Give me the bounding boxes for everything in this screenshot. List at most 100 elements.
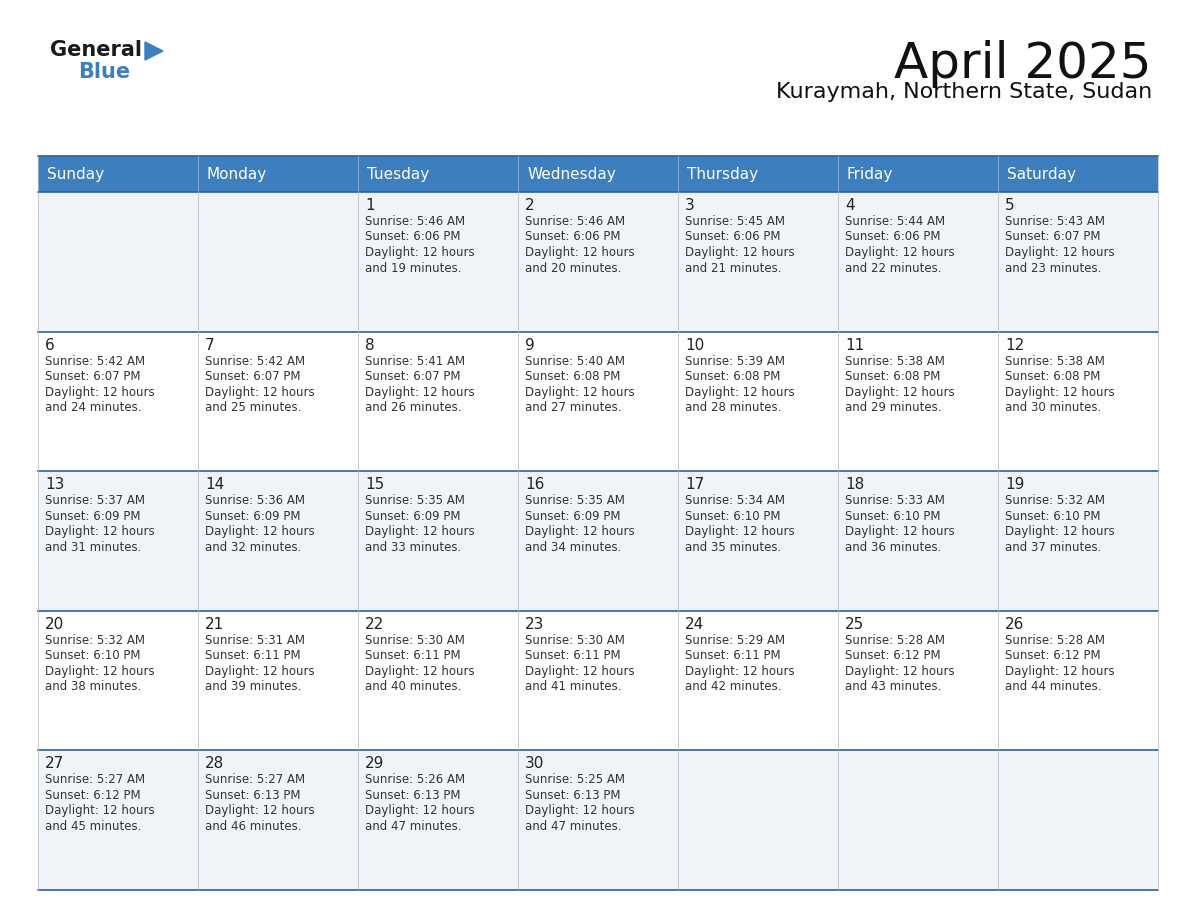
Text: 20: 20 [45,617,64,632]
Text: Kuraymah, Northern State, Sudan: Kuraymah, Northern State, Sudan [776,82,1152,102]
Text: and 33 minutes.: and 33 minutes. [365,541,461,554]
Text: Sunset: 6:08 PM: Sunset: 6:08 PM [1005,370,1100,383]
Text: Blue: Blue [78,62,131,82]
Bar [838,471,998,610]
Text: 28: 28 [206,756,225,771]
Bar [198,331,358,471]
Text: Daylight: 12 hours: Daylight: 12 hours [45,525,154,538]
Text: 30: 30 [525,756,544,771]
Bar [678,331,838,471]
Text: Sunset: 6:08 PM: Sunset: 6:08 PM [685,370,781,383]
Bar [518,156,678,192]
Text: Sunset: 6:06 PM: Sunset: 6:06 PM [525,230,620,243]
Bar [678,471,838,610]
Text: Sunrise: 5:46 AM: Sunrise: 5:46 AM [365,215,466,228]
Bar [518,750,678,890]
Text: Sunrise: 5:35 AM: Sunrise: 5:35 AM [525,494,625,508]
Text: Sunset: 6:06 PM: Sunset: 6:06 PM [365,230,461,243]
Text: Saturday: Saturday [1007,166,1076,182]
Text: 12: 12 [1005,338,1024,353]
Text: Daylight: 12 hours: Daylight: 12 hours [685,525,795,538]
Text: Sunrise: 5:38 AM: Sunrise: 5:38 AM [1005,354,1105,367]
Text: 23: 23 [525,617,544,632]
Text: Daylight: 12 hours: Daylight: 12 hours [45,804,154,817]
Text: Sunrise: 5:34 AM: Sunrise: 5:34 AM [685,494,785,508]
Text: Daylight: 12 hours: Daylight: 12 hours [525,386,634,398]
Text: Sunrise: 5:43 AM: Sunrise: 5:43 AM [1005,215,1105,228]
Text: 15: 15 [365,477,384,492]
Text: Wednesday: Wednesday [527,166,615,182]
Bar [998,750,1158,890]
Text: Sunset: 6:12 PM: Sunset: 6:12 PM [45,789,140,802]
Text: Sunset: 6:09 PM: Sunset: 6:09 PM [365,509,461,522]
Text: Sunrise: 5:28 AM: Sunrise: 5:28 AM [845,633,944,647]
Bar [518,471,678,610]
Text: 25: 25 [845,617,864,632]
Text: Sunset: 6:11 PM: Sunset: 6:11 PM [365,649,461,662]
Bar [518,610,678,750]
Text: and 21 minutes.: and 21 minutes. [685,262,782,274]
Text: Sunrise: 5:46 AM: Sunrise: 5:46 AM [525,215,625,228]
Bar [38,750,198,890]
Text: and 25 minutes.: and 25 minutes. [206,401,302,414]
Text: 9: 9 [525,338,535,353]
Text: and 26 minutes.: and 26 minutes. [365,401,461,414]
Text: Sunset: 6:07 PM: Sunset: 6:07 PM [1005,230,1100,243]
Text: and 38 minutes.: and 38 minutes. [45,680,141,693]
Text: Sunset: 6:11 PM: Sunset: 6:11 PM [525,649,620,662]
Text: Sunrise: 5:36 AM: Sunrise: 5:36 AM [206,494,305,508]
Text: Daylight: 12 hours: Daylight: 12 hours [1005,665,1114,677]
Text: and 36 minutes.: and 36 minutes. [845,541,941,554]
Bar [198,192,358,331]
Text: 4: 4 [845,198,854,213]
Text: Daylight: 12 hours: Daylight: 12 hours [365,246,475,259]
Text: 6: 6 [45,338,55,353]
Text: Sunrise: 5:31 AM: Sunrise: 5:31 AM [206,633,305,647]
Bar [38,192,198,331]
Text: Sunset: 6:07 PM: Sunset: 6:07 PM [206,370,301,383]
Text: Sunset: 6:06 PM: Sunset: 6:06 PM [685,230,781,243]
Text: and 20 minutes.: and 20 minutes. [525,262,621,274]
Text: and 24 minutes.: and 24 minutes. [45,401,141,414]
Text: Sunset: 6:07 PM: Sunset: 6:07 PM [365,370,461,383]
Text: and 47 minutes.: and 47 minutes. [365,820,461,833]
Text: and 31 minutes.: and 31 minutes. [45,541,141,554]
Text: 10: 10 [685,338,704,353]
Text: Daylight: 12 hours: Daylight: 12 hours [845,386,955,398]
Text: Daylight: 12 hours: Daylight: 12 hours [1005,525,1114,538]
Text: and 30 minutes.: and 30 minutes. [1005,401,1101,414]
Text: and 45 minutes.: and 45 minutes. [45,820,141,833]
Text: April 2025: April 2025 [895,40,1152,88]
Text: 5: 5 [1005,198,1015,213]
Text: Sunset: 6:13 PM: Sunset: 6:13 PM [365,789,461,802]
Text: Sunrise: 5:28 AM: Sunrise: 5:28 AM [1005,633,1105,647]
Bar [198,471,358,610]
Text: Daylight: 12 hours: Daylight: 12 hours [685,665,795,677]
Text: Daylight: 12 hours: Daylight: 12 hours [45,386,154,398]
Text: Sunset: 6:12 PM: Sunset: 6:12 PM [845,649,941,662]
Text: Sunset: 6:09 PM: Sunset: 6:09 PM [45,509,140,522]
Text: 22: 22 [365,617,384,632]
Text: Thursday: Thursday [687,166,758,182]
Text: Sunset: 6:08 PM: Sunset: 6:08 PM [525,370,620,383]
Text: Daylight: 12 hours: Daylight: 12 hours [845,665,955,677]
Bar [518,192,678,331]
Text: Daylight: 12 hours: Daylight: 12 hours [525,525,634,538]
Text: 17: 17 [685,477,704,492]
Text: Daylight: 12 hours: Daylight: 12 hours [365,525,475,538]
Text: 11: 11 [845,338,864,353]
Text: and 43 minutes.: and 43 minutes. [845,680,941,693]
Bar [198,610,358,750]
Text: and 40 minutes.: and 40 minutes. [365,680,461,693]
Bar [998,331,1158,471]
Bar [358,471,518,610]
Text: Sunset: 6:13 PM: Sunset: 6:13 PM [206,789,301,802]
Polygon shape [145,42,163,60]
Bar [358,192,518,331]
Bar [358,750,518,890]
Text: and 32 minutes.: and 32 minutes. [206,541,302,554]
Text: Friday: Friday [847,166,893,182]
Text: 13: 13 [45,477,64,492]
Text: Sunrise: 5:38 AM: Sunrise: 5:38 AM [845,354,944,367]
Bar [198,750,358,890]
